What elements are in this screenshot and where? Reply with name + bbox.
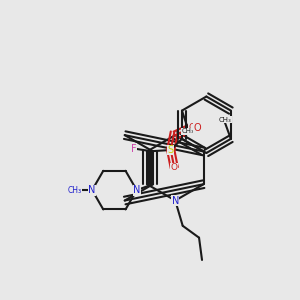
Text: N: N	[88, 185, 96, 195]
Text: O: O	[193, 123, 201, 133]
Text: O: O	[171, 163, 178, 172]
Text: N: N	[172, 196, 179, 206]
Text: CH₃: CH₃	[218, 116, 231, 122]
Text: CH₃: CH₃	[67, 186, 81, 195]
Text: N: N	[133, 185, 140, 195]
Text: F: F	[131, 143, 137, 154]
Text: CH₃: CH₃	[182, 128, 194, 134]
Text: O: O	[188, 123, 195, 132]
Text: S: S	[168, 145, 174, 155]
